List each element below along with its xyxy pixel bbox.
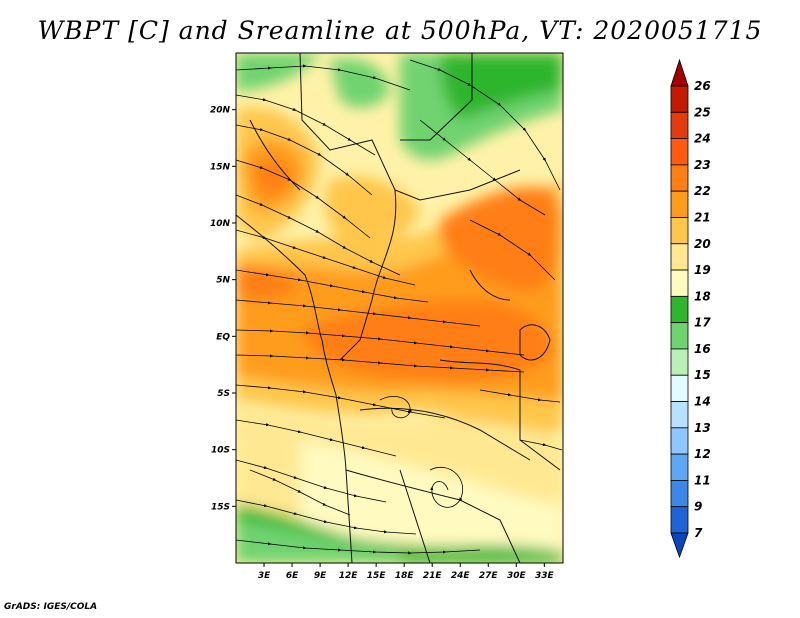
colorbar-label: 9	[694, 500, 702, 514]
colorbar-swatch	[670, 217, 689, 245]
lat-tick-label: EQ	[216, 332, 230, 342]
colorbar-swatch	[670, 480, 689, 508]
streamlines	[236, 59, 563, 555]
lat-tick-label: 5S	[217, 389, 230, 399]
colorbar-label: 24	[694, 132, 711, 146]
colorbar-label: 16	[694, 342, 711, 356]
latitude-axis: 20N 15N 10N 5N EQ 5S 10S 15S	[210, 106, 236, 512]
colorbar-label: 7	[694, 526, 703, 540]
colorbar-label: 17	[694, 316, 711, 330]
colorbar-label: 14	[694, 395, 711, 409]
chart-title: WBPT [C] and Sreamline at 500hPa, VT: 20…	[37, 16, 763, 45]
lon-tick-label: 18E	[395, 571, 415, 581]
colorbar-bottom-arrow	[670, 532, 689, 559]
colorbar-swatch	[670, 453, 689, 481]
colorbar-label: 13	[694, 421, 711, 435]
lon-tick-label: 33E	[535, 571, 555, 581]
lon-tick-label: 15E	[367, 571, 387, 581]
colorbar-swatch	[670, 190, 689, 218]
colorbar-label: 19	[694, 263, 711, 277]
colorbar-label: 21	[694, 210, 711, 224]
colorbar-label: 15	[694, 368, 711, 382]
colorbar-label: 18	[694, 289, 711, 303]
lon-tick-label: 9E	[314, 571, 327, 581]
lat-tick-label: 15S	[211, 502, 230, 512]
lon-tick-label: 6E	[286, 571, 299, 581]
colorbar-label: 25	[694, 105, 711, 119]
colorbar: 26 25 24 23 22 21 20 19 18 17 16 15 14 13 12 11 9 7	[670, 58, 711, 559]
colorbar-swatch	[670, 85, 689, 113]
longitude-axis: 3E 6E 9E 12E 15E 18E 21E 24E 27E 30E 33E	[258, 563, 555, 581]
footer-credit: GrADS: IGES/COLA	[4, 602, 98, 612]
map-frame	[235, 52, 564, 564]
lat-tick-label: 20N	[210, 106, 231, 116]
colorbar-label: 22	[694, 184, 711, 198]
colorbar-swatch	[670, 138, 689, 166]
lon-tick-label: 24E	[451, 571, 471, 581]
colorbar-label: 20	[694, 237, 711, 251]
colorbar-swatch	[670, 322, 689, 350]
lat-tick-label: 5N	[216, 276, 230, 286]
colorbar-swatch	[670, 374, 689, 402]
colorbar-top-arrow	[670, 58, 689, 87]
colorbar-swatch	[670, 295, 689, 324]
colorbar-swatch	[670, 164, 689, 192]
colorbar-swatch	[670, 269, 689, 297]
lon-tick-label: 27E	[479, 571, 499, 581]
colorbar-label: 23	[694, 158, 711, 172]
lon-tick-label: 30E	[507, 571, 527, 581]
colorbar-swatch	[670, 348, 689, 376]
colorbar-label: 12	[694, 447, 711, 461]
map-area	[236, 53, 563, 563]
lon-tick-label: 12E	[339, 571, 359, 581]
colorbar-swatch	[670, 401, 689, 429]
lon-tick-label: 21E	[423, 571, 443, 581]
colorbar-swatch	[670, 111, 689, 139]
lon-tick-label: 3E	[258, 571, 271, 581]
colorbar-swatch	[670, 427, 689, 455]
colorbar-swatch	[670, 243, 689, 271]
colorbar-swatch	[670, 506, 689, 534]
lat-tick-label: 15N	[210, 162, 231, 172]
colorbar-label: 26	[694, 79, 711, 93]
lat-tick-label: 10N	[210, 219, 231, 229]
colorbar-label: 11	[694, 473, 711, 487]
lat-tick-label: 10S	[211, 446, 230, 456]
